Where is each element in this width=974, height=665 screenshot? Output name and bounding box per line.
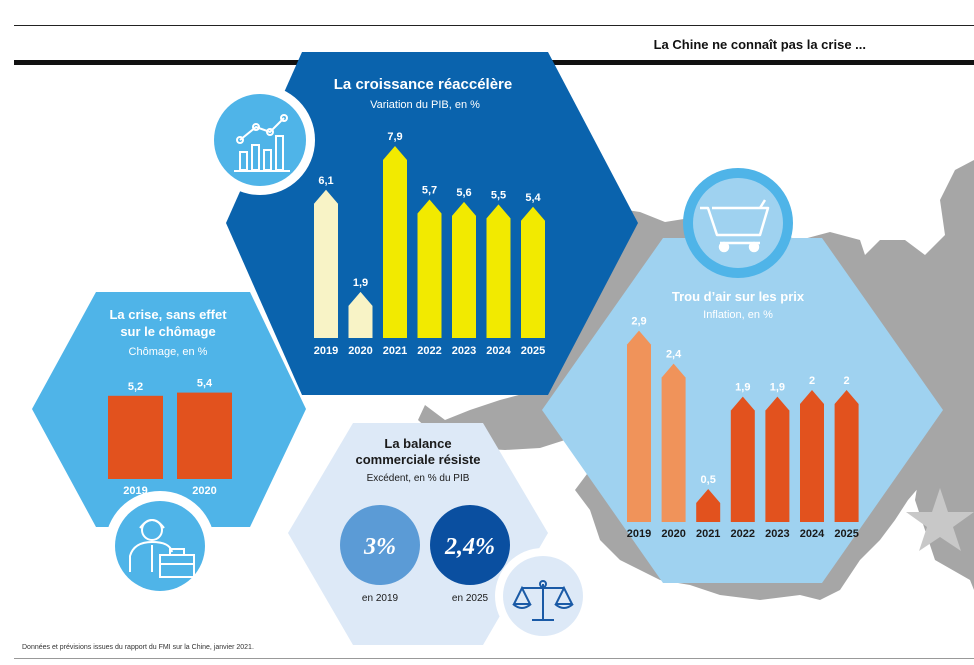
inflation-subtitle: Inflation, en %: [703, 309, 773, 321]
star-icon: [906, 488, 974, 551]
trade-title-line2: commerciale résiste: [355, 452, 480, 467]
worker-briefcase-icon: [129, 519, 195, 578]
chart-line-icon: [234, 114, 290, 172]
category-label: 2019: [314, 345, 338, 357]
bar: [696, 489, 721, 522]
bar: [486, 204, 511, 338]
data-label: 0,5: [701, 474, 716, 486]
bar: [730, 396, 755, 522]
growth-title: La croissance réaccélère: [334, 76, 512, 93]
data-label: 5,6: [456, 187, 471, 199]
bar: [800, 390, 824, 522]
data-label: 2: [809, 375, 815, 387]
category-label: 2024: [486, 345, 511, 357]
data-label: 2: [844, 375, 850, 387]
bar: [765, 396, 790, 522]
category-label: 2020: [348, 345, 372, 357]
chart-icon-inner: [214, 94, 306, 186]
source-note: Données et prévisions issues du rapport …: [22, 644, 254, 651]
inflation-title: Trou d’air sur les prix: [672, 289, 805, 304]
inflation-bars: 2,9 2019 2,4 2020 0,5 2021 1,9 2022 1,9 2023 2 2024…: [627, 316, 859, 540]
data-label: 2,9: [631, 316, 646, 328]
bar: [661, 363, 686, 522]
trade-value-2025: 2,4%: [444, 534, 495, 560]
top-rule: [14, 25, 974, 26]
category-label: 2022: [731, 528, 755, 540]
unemployment-subtitle: Chômage, en %: [129, 346, 208, 358]
data-label: 5,7: [422, 184, 437, 196]
category-label: 2020: [661, 528, 685, 540]
data-label: 5,4: [197, 378, 213, 390]
data-label: 5,4: [525, 192, 541, 204]
bar: [108, 395, 163, 479]
data-label: 1,9: [735, 382, 750, 394]
trade-value-2019: 3%: [363, 534, 396, 560]
unemployment-bars: 5,2 2019 5,4 2020: [108, 378, 232, 497]
bar: [521, 206, 545, 338]
category-label: 2020: [192, 485, 216, 497]
unemployment-title-line2: sur le chômage: [120, 324, 215, 339]
category-label: 2023: [765, 528, 789, 540]
growth-subtitle: Variation du PIB, en %: [370, 99, 480, 111]
bar: [177, 392, 232, 479]
trade-year-2019: en 2019: [362, 593, 399, 604]
balance-scale-icon: [512, 580, 574, 621]
unemployment-hexagon: [32, 292, 306, 527]
bar: [834, 390, 859, 522]
data-label: 5,2: [128, 381, 143, 393]
category-label: 2021: [383, 345, 407, 357]
cart-icon-inner: [693, 178, 783, 268]
data-label: 6,1: [318, 175, 333, 187]
trade-year-2025: en 2025: [452, 593, 489, 604]
data-label: 7,9: [387, 131, 402, 143]
trade-subtitle: Excédent, en % du PIB: [367, 473, 470, 484]
category-label: 2024: [800, 528, 825, 540]
bar: [452, 201, 476, 338]
category-label: 2023: [452, 345, 476, 357]
growth-bars: 6,1 2019 1,9 2020 7,9 2021 5,7 2022 5,6 2023 5,5 20…: [314, 131, 545, 357]
category-label: 2019: [123, 485, 147, 497]
unemployment-title-line1: La crise, sans effet: [109, 307, 227, 322]
category-label: 2022: [417, 345, 441, 357]
data-label: 5,5: [491, 189, 506, 201]
category-label: 2025: [521, 345, 545, 357]
bar: [383, 146, 407, 338]
shopping-cart-icon: [700, 199, 770, 253]
worker-icon-inner: [115, 501, 205, 591]
category-label: 2025: [834, 528, 858, 540]
data-label: 2,4: [666, 349, 682, 361]
bar: [627, 330, 651, 522]
trade-title-line1: La balance: [384, 436, 451, 451]
bar: [417, 199, 442, 338]
category-label: 2019: [627, 528, 651, 540]
bottom-rule: [14, 658, 974, 659]
bar: [314, 189, 338, 338]
page-title: La Chine ne connaît pas la crise ...: [653, 37, 866, 52]
bar: [348, 291, 373, 338]
category-label: 2021: [696, 528, 720, 540]
trade-bubble-2025: [430, 505, 510, 585]
data-label: 1,9: [770, 382, 785, 394]
data-label: 1,9: [353, 277, 368, 289]
trade-bubble-2019: [340, 505, 420, 585]
